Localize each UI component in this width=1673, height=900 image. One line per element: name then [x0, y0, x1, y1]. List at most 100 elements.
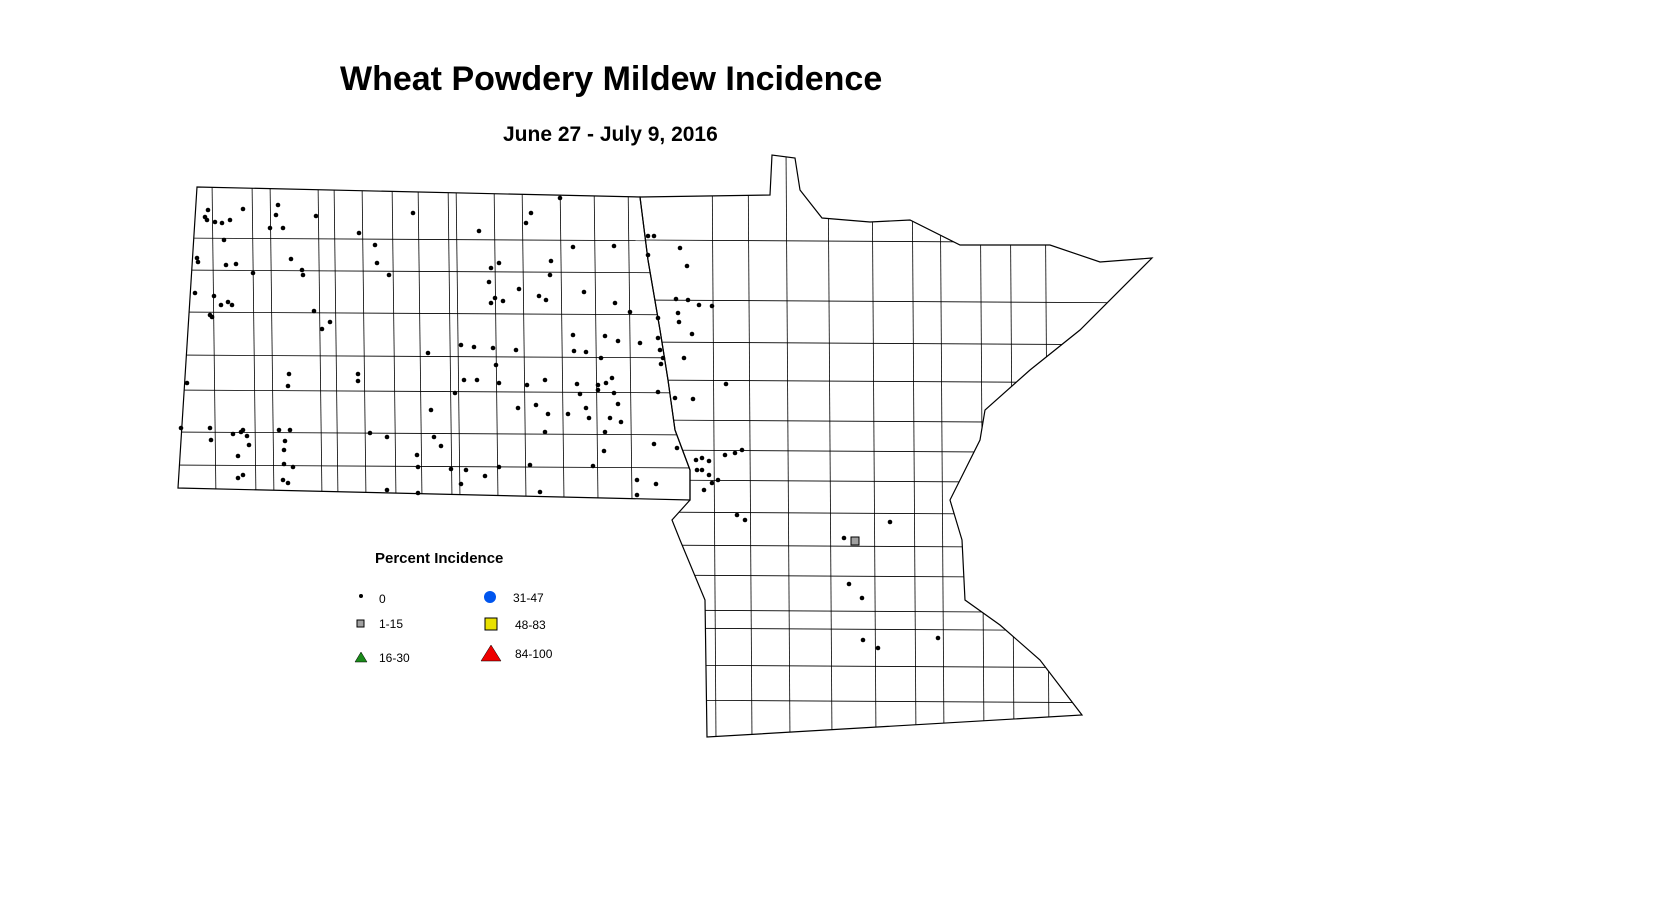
point-0 [285, 383, 291, 389]
county-line [493, 187, 499, 500]
point-0 [500, 298, 506, 304]
point-0 [496, 260, 502, 266]
point-0 [542, 377, 548, 383]
point-0 [547, 272, 553, 278]
point-0 [246, 442, 252, 448]
point-0 [586, 415, 592, 421]
point-0 [496, 380, 502, 386]
county-line [178, 464, 690, 469]
county-line [747, 155, 753, 737]
point-0 [615, 338, 621, 344]
point-0 [602, 429, 608, 435]
point-0 [486, 279, 492, 285]
point-0 [313, 213, 319, 219]
point-0 [425, 350, 431, 356]
point-0 [545, 411, 551, 417]
county-line [785, 155, 791, 737]
county-line [640, 379, 1152, 384]
county-line [979, 155, 985, 737]
point-0 [598, 355, 604, 361]
point-0 [674, 445, 680, 451]
point-0 [211, 293, 217, 299]
point-0 [374, 260, 380, 266]
point-0 [841, 535, 847, 541]
point-0 [693, 457, 699, 463]
point-0 [490, 345, 496, 351]
county-line [871, 155, 877, 737]
county-line [333, 187, 339, 500]
point-0 [384, 434, 390, 440]
point-0 [715, 477, 721, 483]
point-0 [204, 217, 210, 223]
county-line [939, 155, 945, 737]
point-0 [235, 475, 241, 481]
point-0 [488, 265, 494, 271]
point-0 [612, 300, 618, 306]
map-title: Wheat Powdery Mildew Incidence [340, 60, 883, 98]
point-0 [722, 452, 728, 458]
point-0 [208, 437, 214, 443]
point-0 [655, 335, 661, 341]
north-dakota-outline [177, 186, 691, 501]
point-0 [685, 297, 691, 303]
point-0 [627, 309, 633, 315]
point-0 [634, 492, 640, 498]
point-0 [542, 429, 548, 435]
point-0 [609, 375, 615, 381]
point-0 [287, 427, 293, 433]
point-0 [581, 289, 587, 295]
legend-square-yellow-icon [484, 617, 498, 631]
point-0 [327, 319, 333, 325]
point-0 [474, 377, 480, 383]
legend-symbols [354, 591, 502, 663]
county-line [178, 431, 690, 436]
point-0 [527, 462, 533, 468]
point-0 [699, 467, 705, 473]
point-0 [859, 595, 865, 601]
county-line [178, 311, 690, 316]
county-line [640, 627, 1152, 632]
point-0 [225, 299, 231, 305]
point-0 [537, 489, 543, 495]
point-0 [634, 477, 640, 483]
point-0 [515, 405, 521, 411]
point-0 [415, 490, 421, 496]
point-0 [524, 382, 530, 388]
point-0 [250, 270, 256, 276]
county-line [178, 354, 690, 359]
point-0 [415, 464, 421, 470]
point-0 [570, 244, 576, 250]
point-0 [607, 415, 613, 421]
point-0 [660, 355, 666, 361]
point-1-15 [850, 536, 860, 546]
point-0 [238, 429, 244, 435]
county-line [417, 187, 423, 500]
legend-label-48-83: 48-83 [515, 618, 546, 632]
point-0 [601, 448, 607, 454]
point-0 [281, 447, 287, 453]
point-0 [694, 467, 700, 473]
point-0 [488, 300, 494, 306]
point-0 [431, 434, 437, 440]
point-0 [205, 207, 211, 213]
point-0 [658, 361, 664, 367]
point-0 [846, 581, 852, 587]
point-0 [655, 315, 661, 321]
point-0 [723, 381, 729, 387]
point-0 [428, 407, 434, 413]
point-0 [290, 464, 296, 470]
point-0 [574, 381, 580, 387]
point-0 [570, 332, 576, 338]
county-line [827, 155, 833, 737]
point-0 [536, 293, 542, 299]
legend-triangle-green-icon [354, 651, 368, 663]
point-0 [739, 447, 745, 453]
point-0 [311, 308, 317, 314]
county-line [640, 544, 1152, 549]
point-0 [684, 263, 690, 269]
point-0 [611, 243, 617, 249]
point-0 [699, 455, 705, 461]
point-0 [651, 441, 657, 447]
point-0 [689, 331, 695, 337]
map-subtitle: June 27 - July 9, 2016 [503, 123, 718, 146]
